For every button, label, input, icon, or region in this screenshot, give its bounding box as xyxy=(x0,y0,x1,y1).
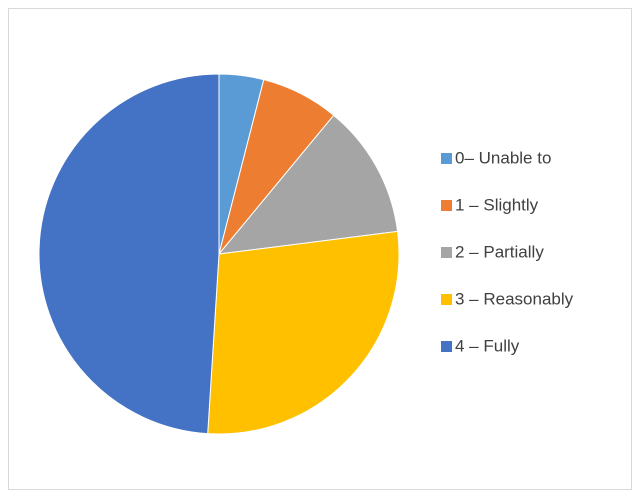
legend-label: 4 – Fully xyxy=(455,336,520,355)
pie-slice xyxy=(207,230,400,435)
legend-label: 3 – Reasonably xyxy=(455,289,574,308)
legend-label: 2 – Partially xyxy=(455,242,544,261)
legend-label: 0– Unable to xyxy=(455,148,551,167)
legend-swatch xyxy=(441,341,452,352)
legend-label: 1 – Slightly xyxy=(455,195,539,214)
legend-swatch xyxy=(441,294,452,305)
pie-slice xyxy=(217,114,399,255)
legend-swatch xyxy=(441,200,452,211)
legend-swatch xyxy=(441,247,452,258)
pie-slice xyxy=(38,73,220,435)
legend-swatch xyxy=(441,153,452,164)
